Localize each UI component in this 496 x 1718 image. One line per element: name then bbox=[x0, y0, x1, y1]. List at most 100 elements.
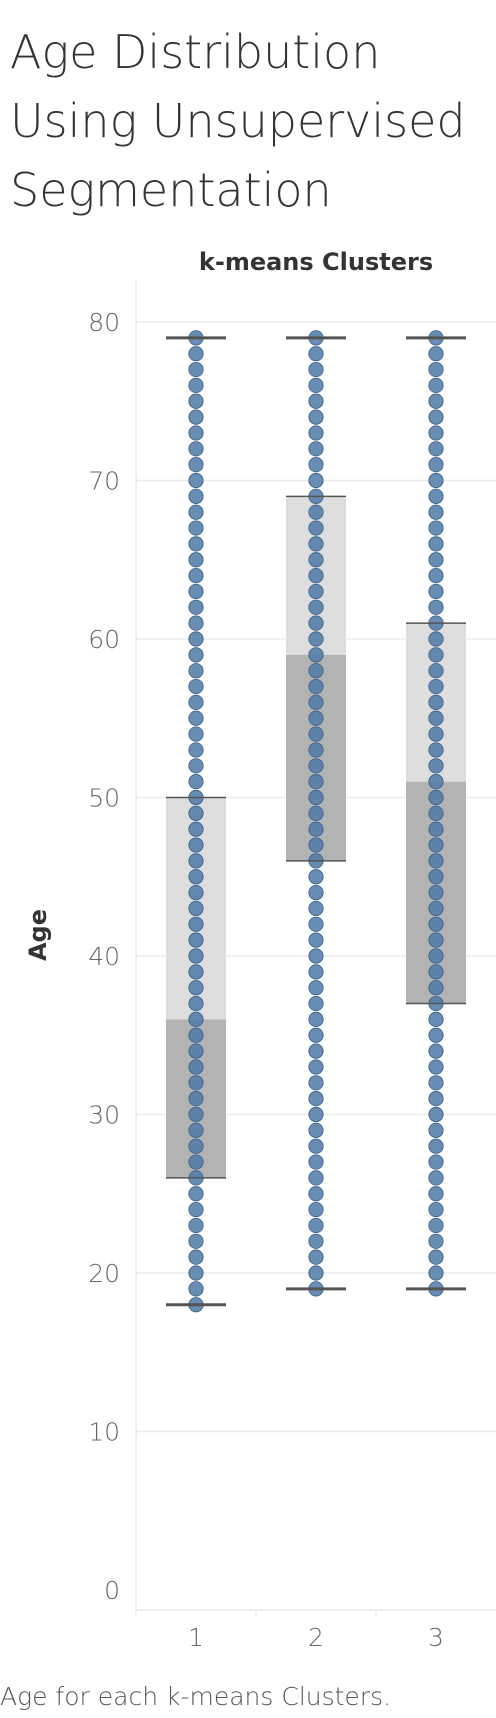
data-point bbox=[308, 346, 324, 362]
data-point bbox=[188, 393, 204, 409]
data-point bbox=[188, 694, 204, 711]
data-point bbox=[188, 361, 204, 378]
data-point bbox=[308, 441, 324, 457]
data-point bbox=[308, 1202, 324, 1218]
column-header: k-means Clusters bbox=[199, 248, 433, 276]
data-point bbox=[428, 694, 444, 711]
data-point bbox=[428, 457, 444, 473]
data-point bbox=[308, 1075, 324, 1091]
data-point bbox=[308, 583, 324, 600]
data-point bbox=[308, 678, 324, 695]
data-point bbox=[188, 869, 204, 885]
y-tick-label: 40 bbox=[88, 942, 120, 971]
x-tick-label: 1 bbox=[188, 1623, 204, 1652]
data-point bbox=[188, 346, 204, 362]
data-point bbox=[188, 472, 204, 489]
data-point bbox=[188, 520, 204, 536]
data-point bbox=[188, 647, 204, 663]
data-point bbox=[428, 472, 444, 489]
data-point bbox=[188, 504, 204, 520]
data-point bbox=[308, 900, 324, 917]
data-point bbox=[428, 1186, 444, 1202]
data-point bbox=[188, 536, 204, 552]
data-point bbox=[428, 932, 444, 948]
data-point bbox=[428, 504, 444, 520]
title-line-2: Using Unsupervised bbox=[10, 94, 466, 148]
data-point bbox=[308, 805, 324, 821]
data-point bbox=[308, 726, 324, 742]
data-point bbox=[428, 488, 444, 504]
y-tick-label: 70 bbox=[88, 467, 120, 496]
data-point bbox=[308, 1138, 324, 1154]
data-point bbox=[308, 1265, 324, 1281]
y-tick-label: 80 bbox=[88, 308, 120, 337]
data-point bbox=[308, 520, 324, 536]
chart-caption: Age for each k-means Clusters. bbox=[0, 1682, 392, 1711]
data-point bbox=[188, 678, 204, 695]
data-point bbox=[428, 948, 444, 964]
data-point bbox=[188, 663, 204, 679]
data-point bbox=[308, 932, 324, 948]
data-point bbox=[428, 1043, 444, 1059]
data-point bbox=[308, 789, 324, 806]
data-point bbox=[188, 1186, 204, 1202]
data-point bbox=[428, 520, 444, 536]
data-point bbox=[308, 663, 324, 679]
data-point bbox=[428, 346, 444, 362]
data-point bbox=[188, 425, 204, 441]
data-point bbox=[428, 774, 444, 790]
data-point bbox=[428, 1106, 444, 1123]
data-point bbox=[308, 774, 324, 790]
data-point bbox=[308, 694, 324, 711]
data-point bbox=[428, 1233, 444, 1249]
data-point bbox=[428, 869, 444, 885]
data-point bbox=[308, 615, 324, 631]
data-point bbox=[188, 837, 204, 853]
data-point bbox=[308, 1027, 324, 1043]
data-point bbox=[308, 1170, 324, 1186]
data-point bbox=[188, 1281, 204, 1297]
data-point bbox=[428, 837, 444, 853]
data-point bbox=[188, 1138, 204, 1154]
data-point bbox=[188, 916, 204, 932]
data-point bbox=[308, 425, 324, 441]
data-point bbox=[428, 1170, 444, 1186]
data-point bbox=[308, 552, 324, 568]
data-point bbox=[308, 393, 324, 409]
data-point bbox=[308, 504, 324, 520]
data-point bbox=[428, 710, 444, 726]
data-point bbox=[428, 789, 444, 806]
data-point bbox=[188, 1202, 204, 1218]
data-point bbox=[188, 409, 204, 425]
data-point bbox=[188, 980, 204, 996]
data-point bbox=[188, 1122, 204, 1138]
data-point bbox=[188, 1075, 204, 1091]
data-point bbox=[188, 1249, 204, 1265]
data-point bbox=[188, 948, 204, 964]
data-point bbox=[428, 1091, 444, 1107]
y-tick-label: 0 bbox=[104, 1576, 120, 1605]
data-point bbox=[308, 1011, 324, 1028]
data-point bbox=[428, 964, 444, 980]
data-point bbox=[188, 1106, 204, 1123]
data-point bbox=[188, 1233, 204, 1249]
data-point bbox=[308, 409, 324, 425]
data-point bbox=[188, 457, 204, 473]
data-point bbox=[428, 409, 444, 425]
data-point bbox=[188, 377, 204, 393]
label-layer: 0 10 20 30 40 50 60 70 80 Age k-means Clusters 1 2 3 bbox=[24, 248, 444, 1652]
data-point bbox=[428, 393, 444, 409]
data-point bbox=[428, 663, 444, 679]
data-point bbox=[428, 1059, 444, 1075]
data-point bbox=[428, 916, 444, 932]
data-point bbox=[188, 821, 204, 837]
data-point bbox=[188, 615, 204, 631]
data-point bbox=[188, 441, 204, 457]
data-point bbox=[428, 726, 444, 742]
data-point bbox=[428, 1075, 444, 1091]
data-point bbox=[188, 1027, 204, 1043]
data-point bbox=[428, 567, 444, 584]
data-point bbox=[188, 726, 204, 742]
data-point bbox=[428, 1217, 444, 1234]
